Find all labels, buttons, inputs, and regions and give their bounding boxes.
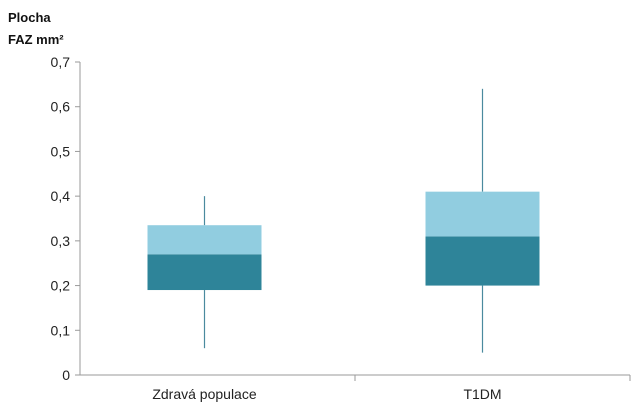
axes (75, 61, 631, 381)
lower-box (147, 254, 262, 291)
y-tick-label: 0,2 (51, 278, 71, 294)
box-1 (425, 88, 540, 353)
y-tick-label: 0,3 (51, 233, 71, 249)
y-axis-label-line-1: Plocha (8, 10, 51, 25)
y-tick-label: 0,4 (51, 188, 71, 204)
lower-box (425, 236, 540, 286)
upper-box (147, 225, 262, 255)
y-tick-label: 0 (62, 367, 70, 383)
y-tick-label: 0,7 (51, 54, 71, 70)
y-tick-label: 0,5 (51, 143, 71, 159)
y-tick-label: 0,1 (51, 322, 71, 338)
y-axis-label-line-2: FAZ mm² (8, 32, 64, 47)
category-labels: Zdravá populace T1DM (152, 386, 501, 402)
boxes (147, 88, 540, 353)
category-label: T1DM (463, 386, 501, 402)
y-tick-labels: 0 0,1 0,2 0,3 0,4 0,5 0,6 0,7 (51, 54, 71, 383)
category-label: Zdravá populace (152, 386, 257, 402)
box-0 (147, 196, 262, 349)
y-tick-label: 0,6 (51, 99, 71, 115)
upper-box (425, 191, 540, 237)
